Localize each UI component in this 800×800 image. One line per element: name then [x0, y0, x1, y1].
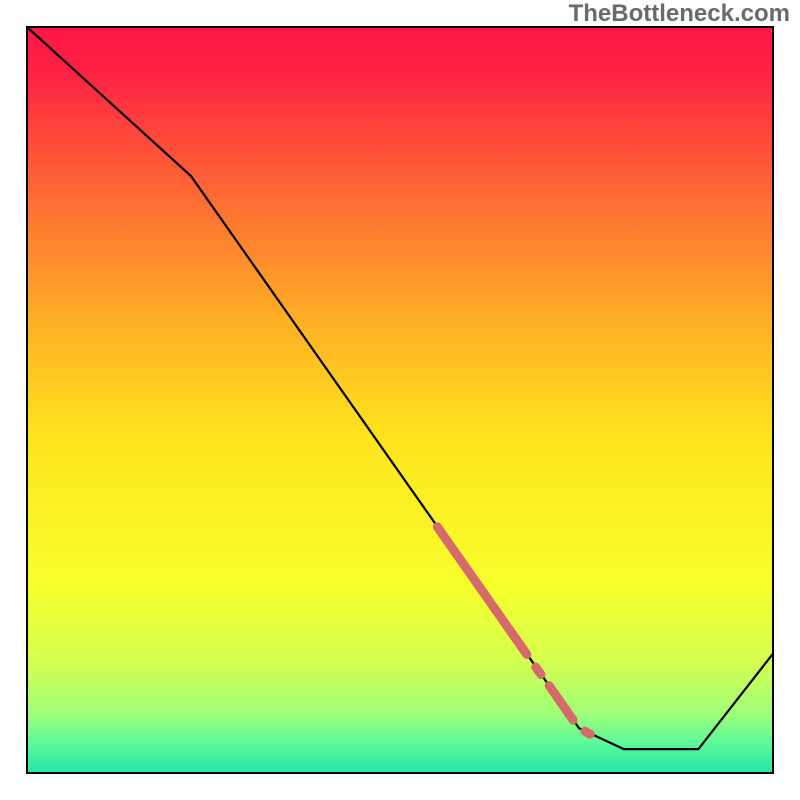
- highlight-dash-3: [585, 731, 590, 734]
- watermark-label: TheBottleneck.com: [569, 2, 790, 26]
- highlight-dash-1: [536, 667, 541, 674]
- chart-container: TheBottleneck.com: [0, 0, 800, 800]
- bottleneck-chart: [0, 0, 800, 800]
- plot-background: [27, 27, 773, 773]
